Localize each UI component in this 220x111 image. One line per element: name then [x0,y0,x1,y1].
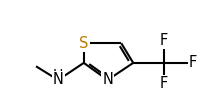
Text: S: S [79,36,88,51]
Text: F: F [160,33,168,48]
Text: N: N [102,72,113,87]
Text: F: F [160,76,168,91]
Text: H: H [53,68,63,82]
Text: N: N [53,72,64,87]
Text: F: F [189,55,197,70]
